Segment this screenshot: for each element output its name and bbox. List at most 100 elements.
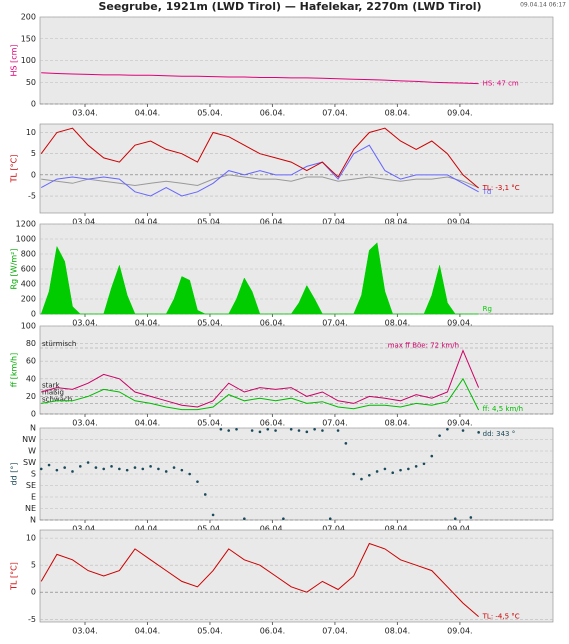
x-tick-label: 05.04. [197,109,222,118]
point [313,427,316,431]
y-tick-label: SW [23,458,36,467]
x-tick-label: 06.04. [260,419,285,428]
point [219,427,223,431]
line [40,144,479,197]
x-tick-label: 06.04. [260,109,285,118]
y-tick-label: E [31,493,36,502]
point [344,442,348,445]
end-label: ff: 4,5 km/h [483,405,523,413]
y-tick-label: 200 [21,13,36,22]
timestamp: 09.04.14 06:17 [520,2,566,9]
y-tick-label: -5 [28,192,36,201]
max-label: max ff Böe: 72 km/h [388,342,459,350]
y-tick-label: 0 [31,588,36,597]
point [157,467,160,471]
end-label: dd: 343 ° [483,430,516,438]
line [41,349,480,408]
point [133,466,137,469]
x-tick-label: 08.04. [385,218,410,227]
y-tick-label: 1000 [16,235,36,244]
y-tick-label: NW [22,435,36,444]
y-tick-label: 0 [31,310,36,319]
point [383,467,387,471]
point [227,429,231,432]
x-tick-label: 03.04. [72,109,97,118]
x-tick-label: 09.04. [447,319,472,328]
x-tick-label: 04.04. [135,627,160,636]
plot-area [39,325,554,415]
point [39,467,43,471]
point [367,473,371,477]
end-label: TL: -3,1 °C [482,184,520,192]
y-axis-label: HS [cm] [10,44,19,76]
y-tick-label: 20 [26,392,36,401]
y-tick-label: SE [26,481,36,490]
area [40,242,479,315]
point [407,467,410,471]
x-tick-label: 03.04. [72,525,97,534]
x-tick-label: 08.04. [385,419,410,428]
y-axis-label: dd [°] [10,463,19,486]
x-tick-label: 06.04. [260,319,285,328]
end-label: TL: -4,5 °C [482,613,520,621]
point [243,517,246,521]
level-label: stürmisch [42,340,76,348]
point [336,429,340,432]
point [375,470,379,473]
y-tick-label: 0 [31,100,36,109]
point [47,463,51,467]
y-tick-label: W [28,447,36,456]
line [41,72,479,85]
x-tick-label: 04.04. [135,109,160,118]
x-tick-label: 05.04. [197,218,222,227]
point [391,471,395,475]
x-tick-label: 03.04. [72,627,97,636]
level-label: stark [42,381,61,389]
x-tick-label: 05.04. [197,627,222,636]
plot-area [39,529,554,623]
x-tick-label: 04.04. [135,319,160,328]
y-tick-label: 0 [31,170,36,179]
y-axis-label: TL [°C] [10,155,19,184]
point [469,516,473,519]
point [203,493,207,496]
x-tick-label: 07.04. [322,109,347,118]
point [399,468,402,472]
x-tick-label: 09.04. [447,627,472,636]
x-tick-label: 05.04. [197,319,222,328]
point [453,517,457,521]
x-tick-label: 08.04. [385,109,410,118]
point [118,467,121,471]
point [305,430,309,434]
line [40,542,479,617]
point [352,472,355,476]
point [328,517,332,521]
point [172,466,176,469]
point [446,427,449,431]
point [297,429,301,432]
point [360,477,363,481]
point [321,429,324,432]
x-tick-label: 06.04. [260,525,285,534]
point [258,430,262,434]
point [289,427,293,431]
y-tick-label: 10 [26,128,36,137]
point [274,429,277,432]
point [422,462,426,466]
point [102,467,106,471]
point [110,465,113,468]
x-tick-label: 07.04. [322,218,347,227]
point [414,465,418,468]
y-tick-label: 60 [26,357,36,366]
y-tick-label: 10 [26,534,36,543]
point [282,517,285,521]
x-tick-label: 03.04. [72,319,97,328]
y-tick-label: 1200 [16,220,36,229]
y-tick-label: 600 [21,265,36,274]
end-label: Td [482,188,492,196]
point [461,429,465,432]
line [41,174,479,189]
x-tick-label: 04.04. [135,218,160,227]
point [164,470,168,473]
level-label: schwach [42,395,72,403]
